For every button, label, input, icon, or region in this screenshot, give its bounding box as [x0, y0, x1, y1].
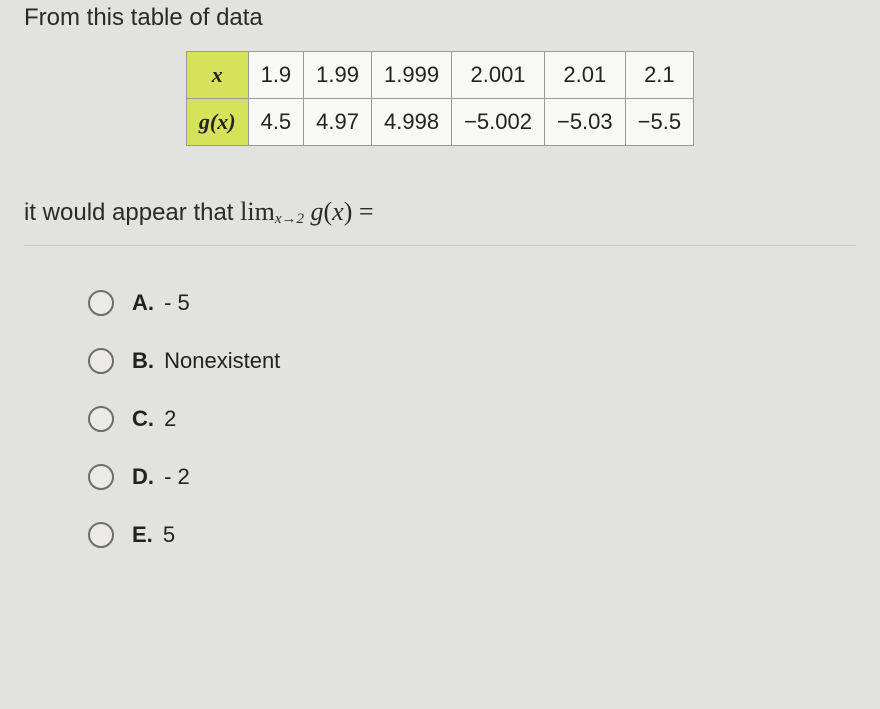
- option-letter: D.: [132, 464, 154, 489]
- table-cell: −5.03: [544, 99, 625, 146]
- table-row: g(x) 4.5 4.97 4.998 −5.002 −5.03 −5.5: [186, 99, 693, 146]
- eq-sign: =: [352, 197, 373, 226]
- option-label: B. Nonexistent: [132, 348, 280, 374]
- option-c[interactable]: C. 2: [88, 406, 856, 432]
- option-letter: E.: [132, 522, 153, 547]
- table-cell: 2.01: [544, 52, 625, 99]
- lim: lim: [240, 197, 275, 226]
- table-cell: 4.998: [372, 99, 452, 146]
- option-b[interactable]: B. Nonexistent: [88, 348, 856, 374]
- radio-icon[interactable]: [88, 406, 114, 432]
- answer-options: A. - 5 B. Nonexistent C. 2 D. - 2 E. 5: [24, 290, 856, 548]
- radio-icon[interactable]: [88, 290, 114, 316]
- limit-expression: limx→2 g(x) =: [240, 197, 373, 226]
- g-letter: g: [304, 197, 324, 226]
- table-wrap: x 1.9 1.99 1.999 2.001 2.01 2.1 g(x) 4.5…: [24, 51, 856, 146]
- radio-icon[interactable]: [88, 464, 114, 490]
- table-row: x 1.9 1.99 1.999 2.001 2.01 2.1: [186, 52, 693, 99]
- gx-g: g: [199, 109, 210, 134]
- sub-arrow: →2: [281, 211, 304, 227]
- table-cell: 1.99: [304, 52, 372, 99]
- table-cell: −5.5: [625, 99, 693, 146]
- option-text: 2: [158, 406, 176, 431]
- question-container: From this table of data x 1.9 1.99 1.999…: [0, 0, 880, 572]
- option-e[interactable]: E. 5: [88, 522, 856, 548]
- table-cell: 2.001: [452, 52, 545, 99]
- prompt-below: it would appear that limx→2 g(x) =: [24, 194, 856, 230]
- option-letter: B.: [132, 348, 154, 373]
- option-text: Nonexistent: [158, 348, 280, 373]
- option-letter: C.: [132, 406, 154, 431]
- radio-icon[interactable]: [88, 522, 114, 548]
- option-label: C. 2: [132, 406, 176, 432]
- option-a[interactable]: A. - 5: [88, 290, 856, 316]
- table-cell: 2.1: [625, 52, 693, 99]
- table-cell: −5.002: [452, 99, 545, 146]
- gx-paren: (x): [210, 109, 236, 134]
- lim-subscript: x→2: [275, 211, 304, 227]
- option-letter: A.: [132, 290, 154, 315]
- option-text: - 5: [158, 290, 190, 315]
- option-text: 5: [157, 522, 175, 547]
- option-label: D. - 2: [132, 464, 190, 490]
- prompt-above: From this table of data: [24, 0, 856, 33]
- table-cell: 1.999: [372, 52, 452, 99]
- table-header-x: x: [186, 52, 248, 99]
- paren-x: (x): [323, 197, 352, 226]
- option-label: A. - 5: [132, 290, 190, 316]
- g-of-x: g: [304, 197, 324, 226]
- option-text: - 2: [158, 464, 190, 489]
- table-cell: 4.97: [304, 99, 372, 146]
- option-d[interactable]: D. - 2: [88, 464, 856, 490]
- table-header-gx: g(x): [186, 99, 248, 146]
- table-cell: 1.9: [248, 52, 304, 99]
- table-cell: 4.5: [248, 99, 304, 146]
- data-table: x 1.9 1.99 1.999 2.001 2.01 2.1 g(x) 4.5…: [186, 51, 694, 146]
- divider: [24, 245, 856, 246]
- option-label: E. 5: [132, 522, 175, 548]
- prompt-text: it would appear that: [24, 199, 240, 226]
- var-x: x: [332, 197, 344, 226]
- radio-icon[interactable]: [88, 348, 114, 374]
